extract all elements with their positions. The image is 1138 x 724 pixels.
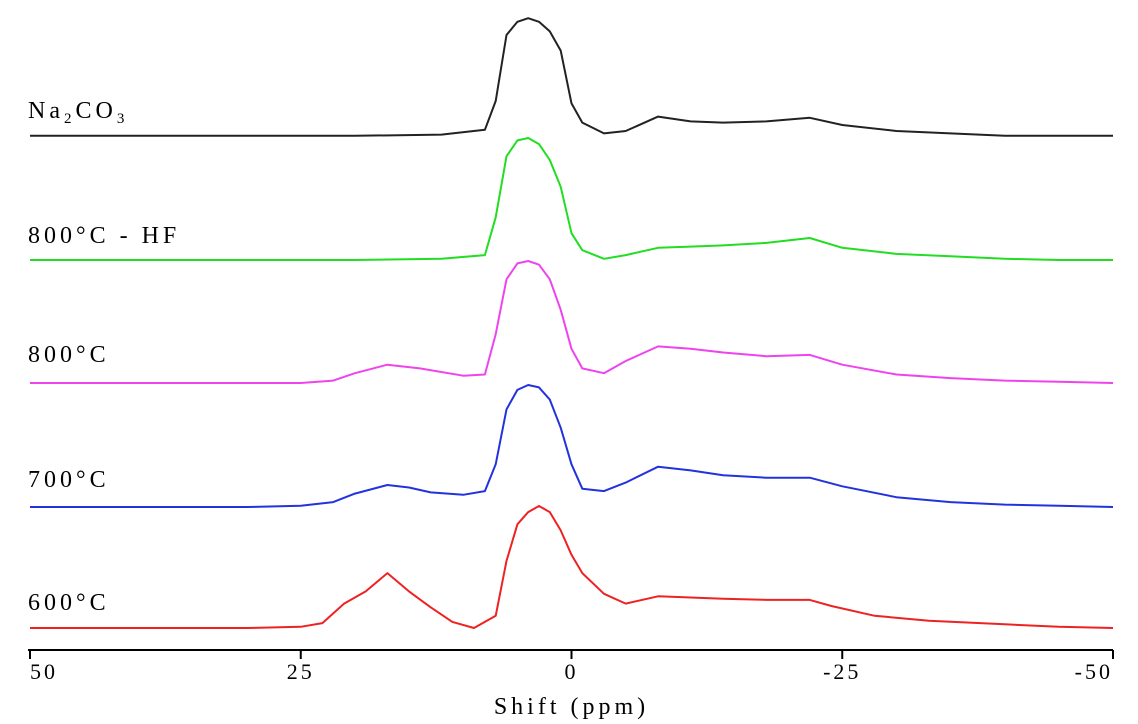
series-label-1: 800°C - HF	[28, 223, 180, 249]
series-label-4: 600°C	[28, 590, 110, 616]
x-tick-label: 50	[30, 659, 58, 684]
series-line-0	[30, 17, 1113, 137]
series-label-3: 700°C	[28, 467, 110, 493]
x-tick-label: 25	[287, 659, 315, 684]
x-tick-label: -50	[1075, 659, 1113, 684]
x-axis: 50 25 0 -25 -50 Shift (ppm)	[28, 649, 1114, 720]
x-axis-title: Shift (ppm)	[494, 694, 649, 720]
x-tick-label: 0	[565, 659, 579, 684]
x-tick-label: -25	[823, 659, 861, 684]
series-line-3	[30, 384, 1114, 508]
series-label-2: 800°C	[28, 342, 110, 368]
series-label-layer: Na2CO3 800°C - HF 800°C 700°C 600°C	[28, 98, 180, 616]
x-tick-layer: 50 25 0 -25 -50	[29, 650, 1114, 684]
series-line-2	[30, 260, 1114, 384]
series-line-1	[30, 137, 1113, 261]
series-label-0: Na2CO3	[28, 98, 128, 127]
series-line-4	[30, 505, 1114, 629]
series-layer	[30, 17, 1114, 629]
